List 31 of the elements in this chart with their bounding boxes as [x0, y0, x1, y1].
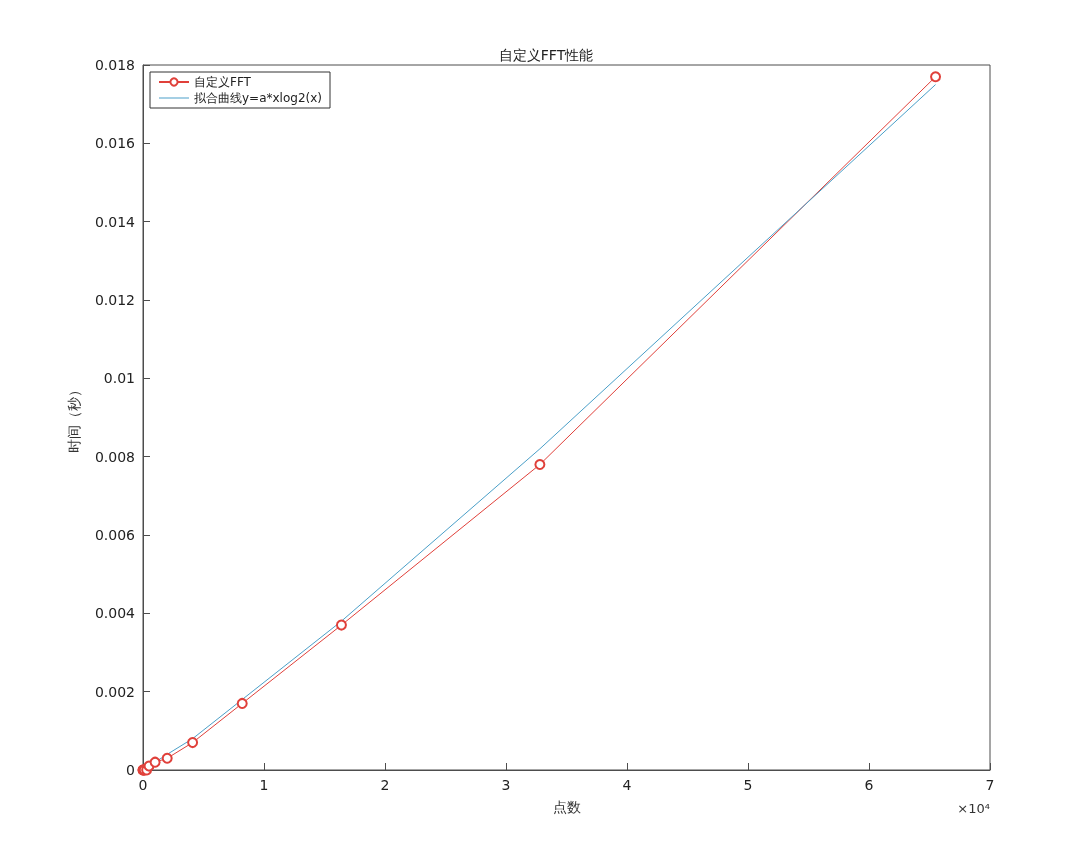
y-tick-label: 0: [126, 762, 135, 778]
x-tick-label: 5: [743, 777, 753, 793]
x-tick-label: 7: [985, 777, 995, 793]
y-tick-label: 0.002: [94, 683, 135, 700]
y-tick-label: 0.004: [94, 605, 136, 622]
text: ×10⁴: [957, 801, 991, 816]
point: [187, 737, 199, 749]
point: [534, 459, 546, 470]
x-tick-label: 2: [380, 777, 390, 793]
x-tick-label: 4: [622, 777, 632, 793]
y-tick-label: 0.01: [103, 370, 135, 387]
x-tick-label: 1: [259, 777, 269, 793]
legend-label: 拟合曲线y=a*xlog2(x): [194, 91, 323, 105]
x-tick-label: 3: [501, 777, 511, 793]
point: [161, 752, 173, 764]
point: [335, 619, 347, 631]
chart-title: 自定义FFT性能: [498, 47, 594, 63]
y-axis-title: 时间（秒）: [66, 382, 82, 453]
y-tick-label: 0.018: [94, 57, 135, 73]
y-tick-label: 0.016: [94, 135, 136, 152]
legend-label: 自定义FFT: [194, 75, 252, 89]
y-tick-label: 0.008: [94, 448, 135, 465]
x-axis-title: 点数: [552, 799, 581, 815]
y-tick-label: 0.006: [94, 527, 136, 543]
point: [236, 697, 248, 709]
x-tick-label: 0: [138, 777, 148, 793]
y-tick-label: 0.014: [94, 213, 136, 230]
point: [930, 71, 942, 83]
point: [149, 756, 161, 768]
y-tick-label: 0.012: [94, 292, 135, 308]
x-tick-label: 6: [864, 777, 874, 793]
